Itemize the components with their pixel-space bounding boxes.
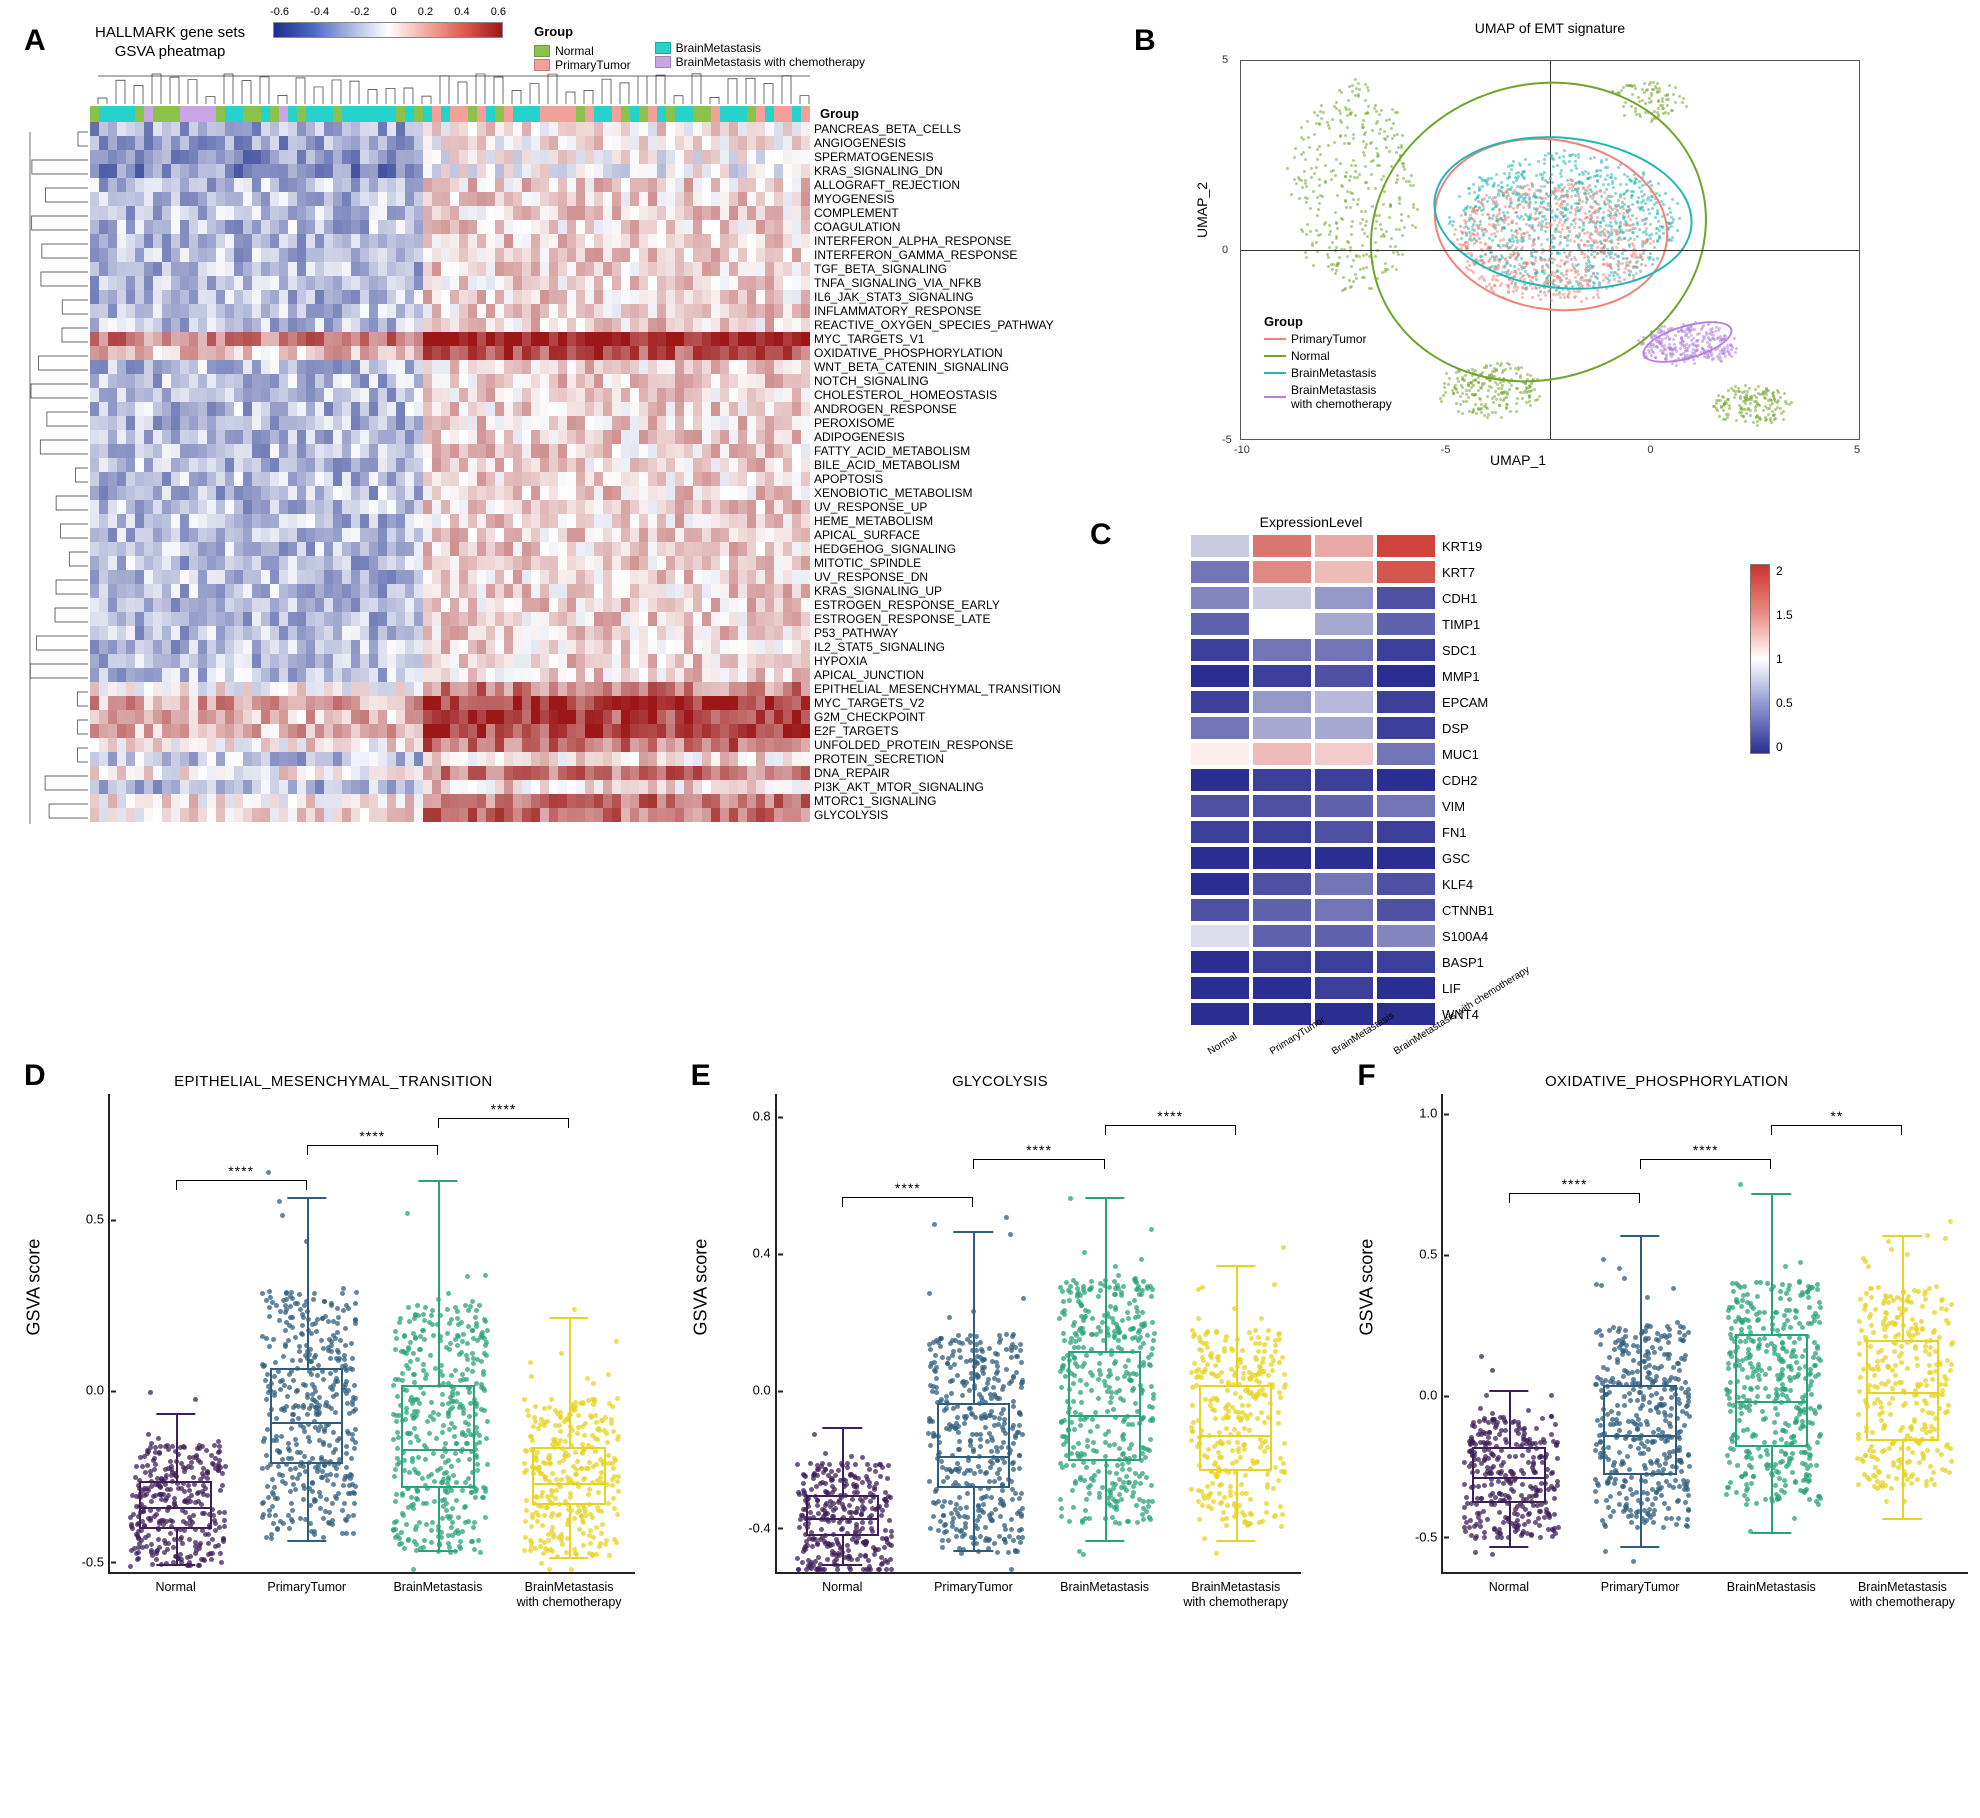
heatmap-matrix <box>90 122 810 822</box>
umap-legend: Group PrimaryTumor Normal BrainMetastasi… <box>1260 310 1396 418</box>
panel-c-title: ExpressionLevel <box>1190 514 1432 530</box>
row-dendrogram <box>22 124 88 824</box>
umap-legend-item: BrainMetastasis with chemotherapy <box>1264 383 1392 411</box>
boxplot-title: GLYCOLYSIS <box>687 1073 1314 1090</box>
legend-item: BrainMetastasis with chemotherapy <box>655 55 865 69</box>
expression-gene-labels: KRT19KRT7CDH1TIMP1SDC1MMP1EPCAMDSPMUC1CD… <box>1442 534 1494 1028</box>
expression-heatmap <box>1190 534 1436 1028</box>
boxplot-title: EPITHELIAL_MESENCHYMAL_TRANSITION <box>20 1073 647 1090</box>
umap-xlabel: UMAP_1 <box>1490 452 1546 468</box>
annot-row-label: Group <box>820 106 859 121</box>
panel-f-label: F <box>1357 1059 1375 1093</box>
boxplot-ylabel: GSVA score <box>690 1239 711 1336</box>
umap-legend-item: PrimaryTumor <box>1264 332 1392 346</box>
expression-col-labels: NormalPrimaryTumorBrainMetastasisBrainMe… <box>1190 1034 1690 1045</box>
column-dendrogram <box>90 68 810 104</box>
heatmap-colorbar <box>273 22 503 38</box>
panel-e: E GLYCOLYSIS GSVA score -0.40.00.40.8Nor… <box>687 1055 1314 1574</box>
panel-d: D EPITHELIAL_MESENCHYMAL_TRANSITION GSVA… <box>20 1055 647 1574</box>
panel-d-label: D <box>24 1059 46 1093</box>
legend-item: Normal <box>534 44 631 58</box>
panel-a-title: HALLMARK gene setsGSVA pheatmap <box>95 24 245 62</box>
panel-a: A HALLMARK gene setsGSVA pheatmap -0.6-0… <box>20 20 1120 1045</box>
boxplot-ylabel: GSVA score <box>1357 1239 1378 1336</box>
boxplot-area: -0.50.00.51.0NormalPrimaryTumorBrainMeta… <box>1441 1094 1968 1574</box>
boxplot-row: D EPITHELIAL_MESENCHYMAL_TRANSITION GSVA… <box>20 1055 1980 1574</box>
boxplot-title: OXIDATIVE_PHOSPHORYLATION <box>1353 1073 1980 1090</box>
umap-legend-item: BrainMetastasis <box>1264 366 1392 380</box>
panel-a-colorbar-wrap: -0.6-0.4-0.200.20.40.6 <box>273 24 506 38</box>
panel-a-header: HALLMARK gene setsGSVA pheatmap -0.6-0.4… <box>95 24 865 72</box>
boxplot-ylabel: GSVA score <box>24 1239 45 1336</box>
panel-c-label: C <box>1090 518 1112 552</box>
umap-legend-header: Group <box>1264 314 1392 329</box>
group-legend-header: Group <box>534 24 631 39</box>
group-legend-col1: Group NormalPrimaryTumor <box>534 24 631 72</box>
boxplot-area: -0.50.00.5NormalPrimaryTumorBrainMetasta… <box>108 1094 635 1574</box>
panel-b-title: UMAP of EMT signature <box>1240 20 1860 36</box>
figure-grid: A HALLMARK gene setsGSVA pheatmap -0.6-0… <box>20 20 1960 1574</box>
boxplot-area: -0.40.00.40.8NormalPrimaryTumorBrainMeta… <box>775 1094 1302 1574</box>
panel-f: F OXIDATIVE_PHOSPHORYLATION GSVA score -… <box>1353 1055 1980 1574</box>
colorbar-ticks: -0.6-0.4-0.200.20.40.6 <box>270 6 506 18</box>
panel-c: C ExpressionLevel KRT19KRT7CDH1TIMP1SDC1… <box>1130 514 1690 1045</box>
group-annotation-row <box>90 106 810 122</box>
panel-b: B UMAP of EMT signature UMAP_2 UMAP_1 Gr… <box>1130 20 1980 500</box>
legend-item: BrainMetastasis <box>655 41 865 55</box>
panel-e-label: E <box>691 1059 711 1093</box>
panel-b-label: B <box>1134 24 1156 58</box>
heatmap-body: PANCREAS_BETA_CELLSANGIOGENESISSPERMATOG… <box>90 122 1120 822</box>
expression-colorbar: 21.510.50 <box>1750 564 1770 754</box>
heatmap-row-labels: PANCREAS_BETA_CELLSANGIOGENESISSPERMATOG… <box>810 122 1120 822</box>
umap-legend-item: Normal <box>1264 349 1392 363</box>
umap-ylabel: UMAP_2 <box>1194 182 1210 238</box>
